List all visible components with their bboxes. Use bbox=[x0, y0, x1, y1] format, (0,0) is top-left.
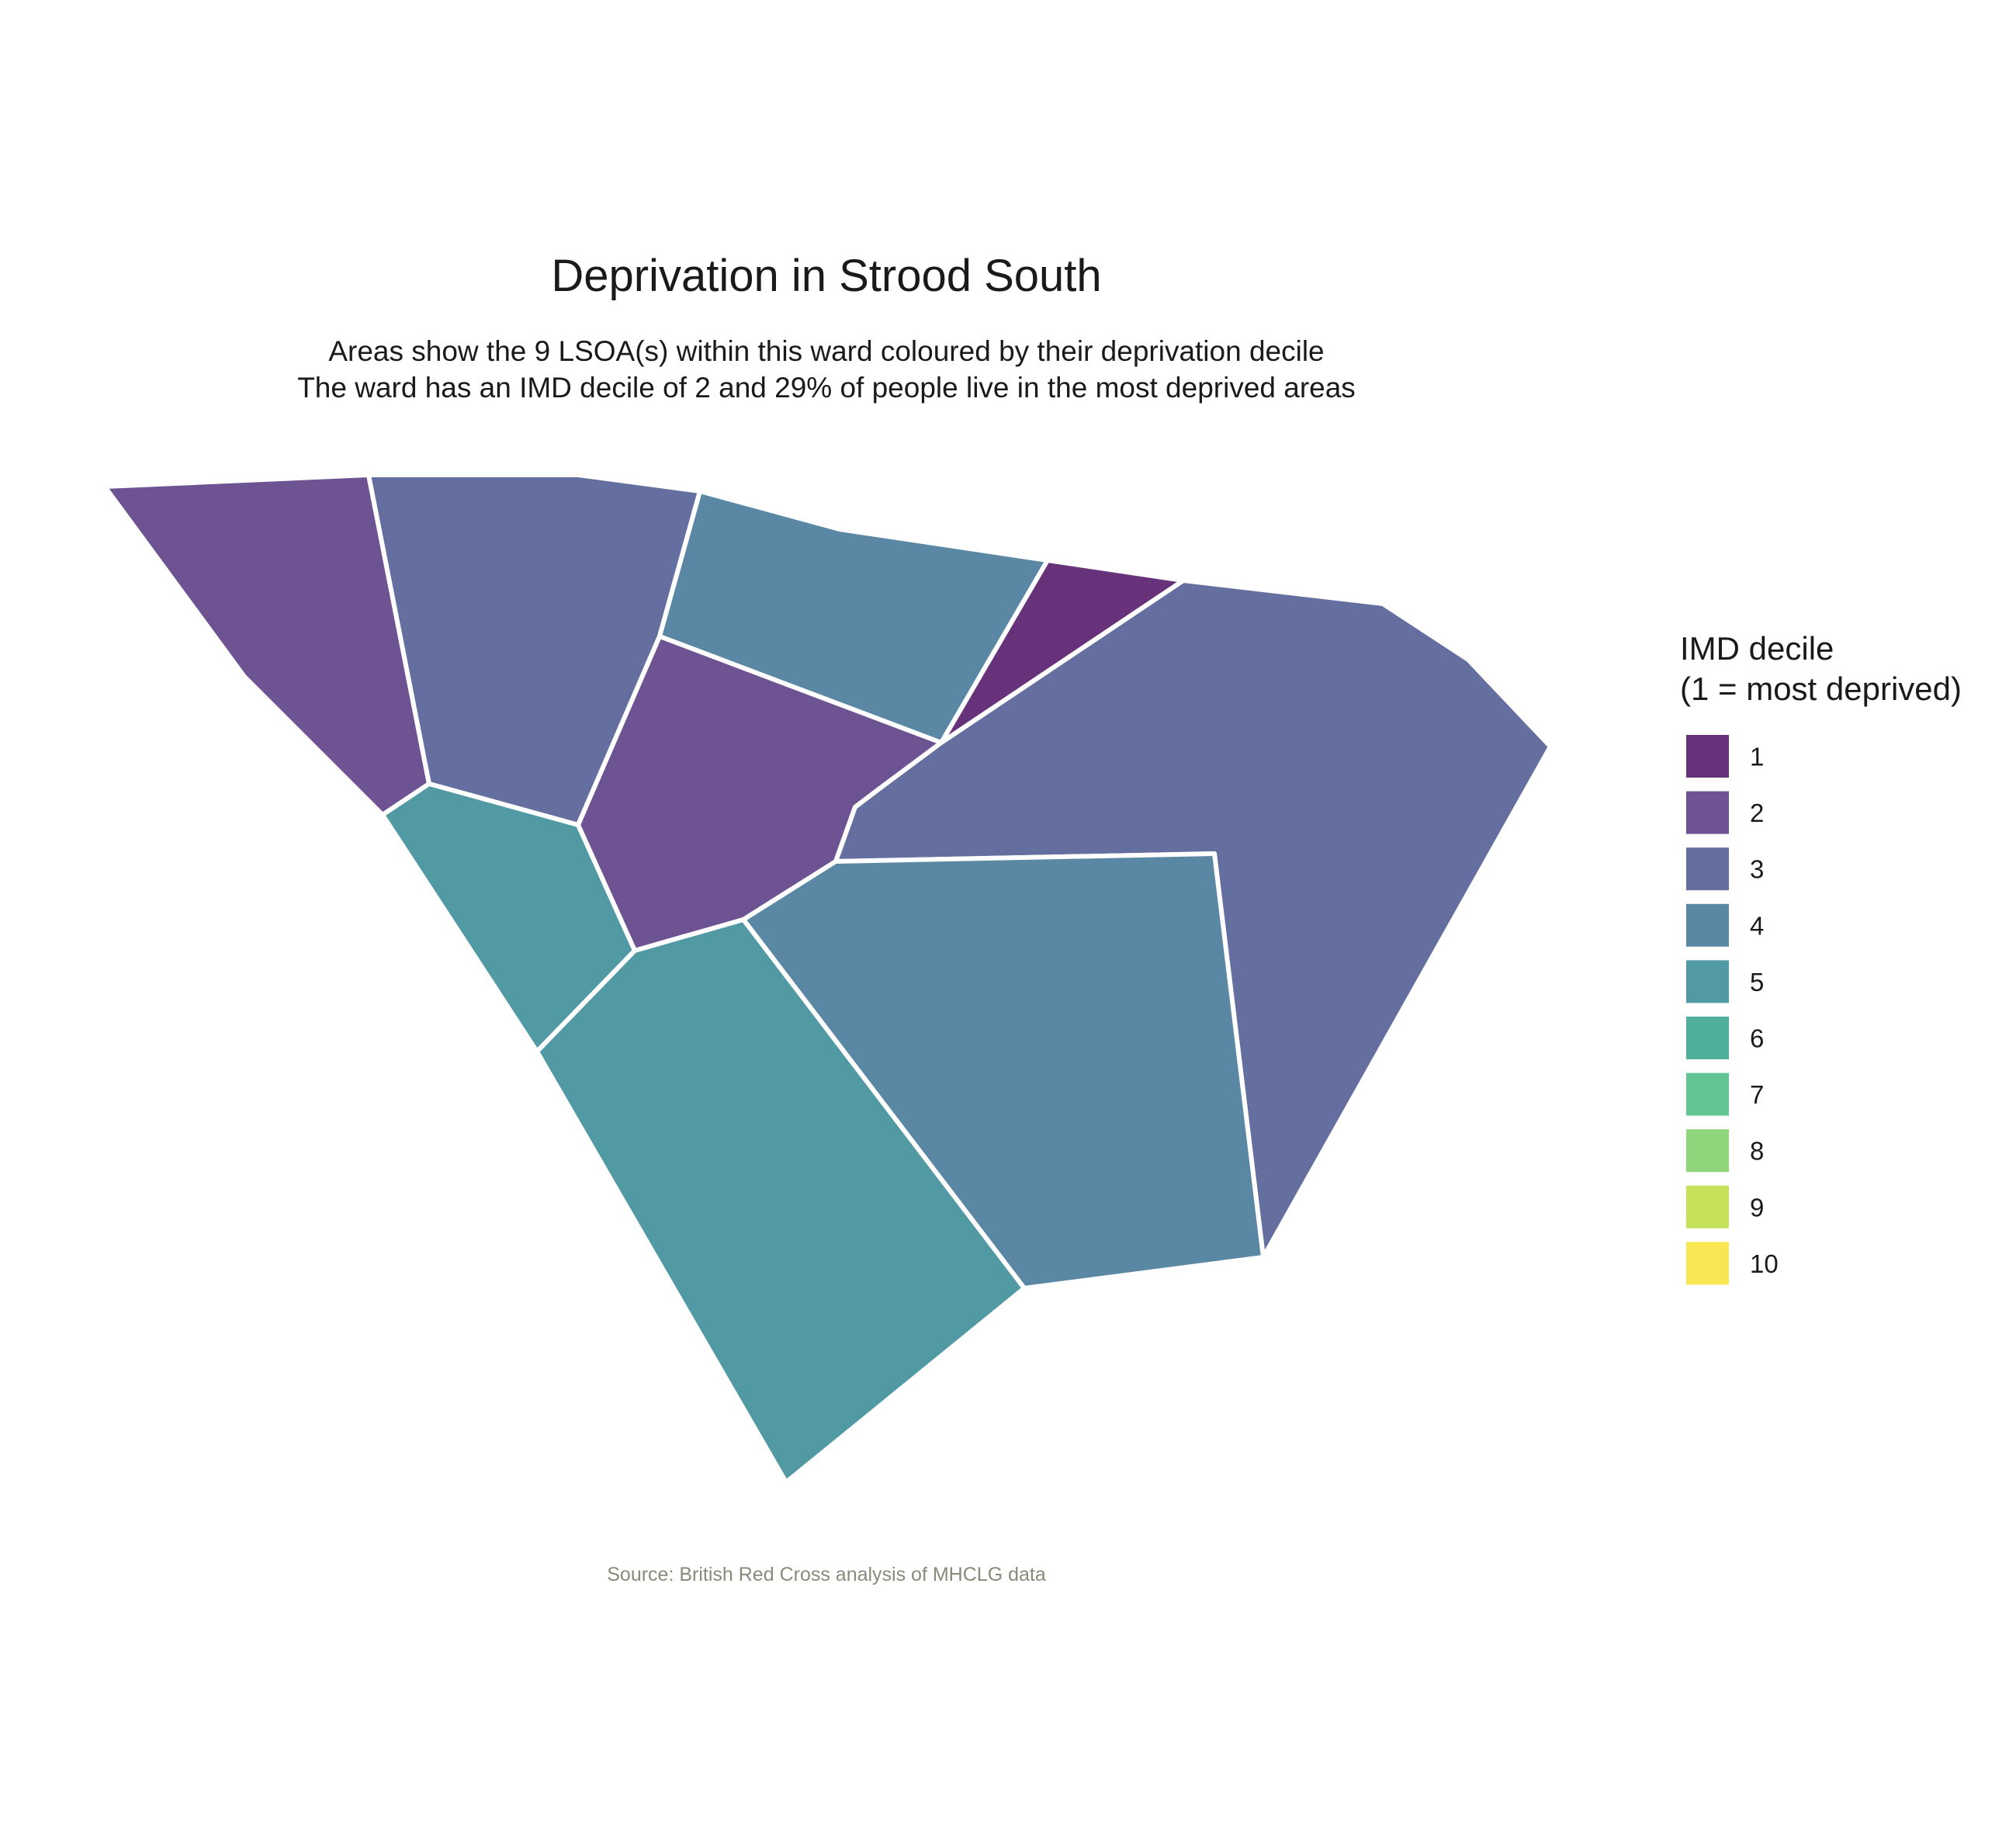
legend-label-10: 10 bbox=[1750, 1249, 1779, 1278]
source-caption: Source: British Red Cross analysis of MH… bbox=[607, 1564, 1046, 1585]
legend-label-7: 7 bbox=[1750, 1080, 1764, 1109]
chart-title: Deprivation in Strood South bbox=[551, 251, 1101, 301]
legend-swatch-2 bbox=[1686, 791, 1729, 834]
lsoa-area-west[interactable] bbox=[380, 781, 637, 1054]
legend-swatch-4 bbox=[1686, 903, 1729, 947]
legend-label-1: 1 bbox=[1750, 743, 1764, 771]
lsoa-area-south[interactable] bbox=[535, 917, 1027, 1485]
legend-label-6: 6 bbox=[1750, 1024, 1764, 1053]
legend-label-5: 5 bbox=[1750, 968, 1764, 996]
legend-swatch-9 bbox=[1686, 1185, 1729, 1228]
legend-label-9: 9 bbox=[1750, 1193, 1764, 1221]
subtitle-line-2: The ward has an IMD decile of 2 and 29% … bbox=[297, 372, 1356, 404]
legend: IMD decile (1 = most deprived) 1 2 3 4 5 6 7 8 9… bbox=[1680, 630, 1962, 1285]
legend-label-4: 4 bbox=[1750, 911, 1764, 940]
legend-label-2: 2 bbox=[1750, 799, 1764, 827]
legend-swatch-6 bbox=[1686, 1017, 1729, 1059]
legend-swatch-8 bbox=[1686, 1129, 1729, 1173]
legend-label-3: 3 bbox=[1750, 855, 1764, 884]
lsoa-areas bbox=[102, 473, 1553, 1485]
legend-swatch-1 bbox=[1686, 735, 1729, 778]
legend-swatch-7 bbox=[1686, 1072, 1729, 1116]
subtitle-line-1: Areas show the 9 LSOA(s) within this war… bbox=[328, 335, 1324, 367]
legend-swatch-3 bbox=[1686, 847, 1729, 891]
legend-label-8: 8 bbox=[1750, 1137, 1764, 1166]
legend-title-line-2: (1 = most deprived) bbox=[1680, 670, 1962, 707]
legend-swatch-5 bbox=[1686, 960, 1729, 1003]
legend-title-line-1: IMD decile bbox=[1680, 630, 1834, 667]
legend-swatch-10 bbox=[1686, 1242, 1729, 1285]
